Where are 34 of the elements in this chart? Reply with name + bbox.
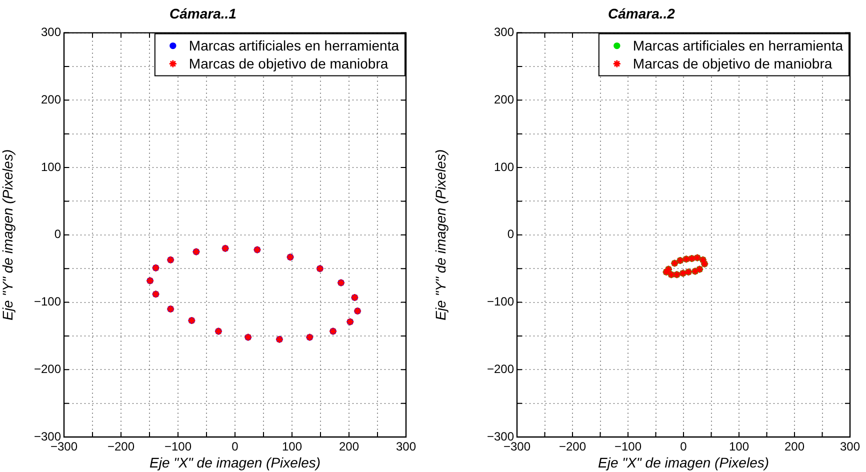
x-axis-title: Eje "X" de imagen (Pixeles): [149, 454, 321, 470]
x-axis-title: Eje "X" de imagen (Pixeles): [598, 454, 770, 470]
y-tick-label: 200: [40, 92, 62, 106]
y-tick-label: −200: [34, 362, 62, 376]
x-tick-label: 100: [728, 440, 750, 454]
y-tick-label: 0: [54, 227, 62, 242]
chart-title: Cámara..2: [608, 5, 676, 22]
legend-label: Marcas artificiales en herramienta: [188, 38, 400, 54]
x-tick-label: −200: [107, 440, 135, 454]
x-tick-label: 0: [232, 440, 239, 454]
legend-label: Marcas de objetivo de maniobra: [632, 56, 832, 72]
legend-label: Marcas de objetivo de maniobra: [188, 56, 388, 72]
y-tick-label: 100: [494, 160, 514, 174]
x-tick-label: −200: [558, 440, 586, 454]
y-tick-label: 0: [507, 227, 514, 242]
chart-title: Cámara..1: [170, 5, 237, 22]
x-tick-label: −100: [164, 440, 192, 454]
y-tick-label: −100: [486, 294, 514, 309]
legend-label: Marcas artificiales en herramienta: [632, 38, 844, 54]
y-tick-label: 200: [494, 92, 514, 106]
x-tick-label: −100: [614, 440, 642, 454]
y-axis-title: Eje "Y" de imagen (Pixeles): [432, 149, 448, 320]
y-tick-label: −100: [34, 294, 62, 309]
x-tick-label: 300: [840, 440, 860, 454]
x-tick-label: 200: [784, 440, 805, 454]
x-tick-label: 100: [282, 440, 302, 454]
y-tick-label: 300: [494, 25, 514, 40]
y-tick-label: 100: [40, 160, 62, 174]
x-tick-label: 200: [338, 440, 360, 454]
y-tick-label: 300: [40, 25, 62, 40]
y-axis-title: Eje "Y" de imagen (Pixeles): [0, 149, 16, 320]
x-tick-label: 300: [396, 440, 416, 454]
y-tick-label: −200: [486, 362, 514, 376]
x-tick-label: 0: [680, 440, 688, 454]
